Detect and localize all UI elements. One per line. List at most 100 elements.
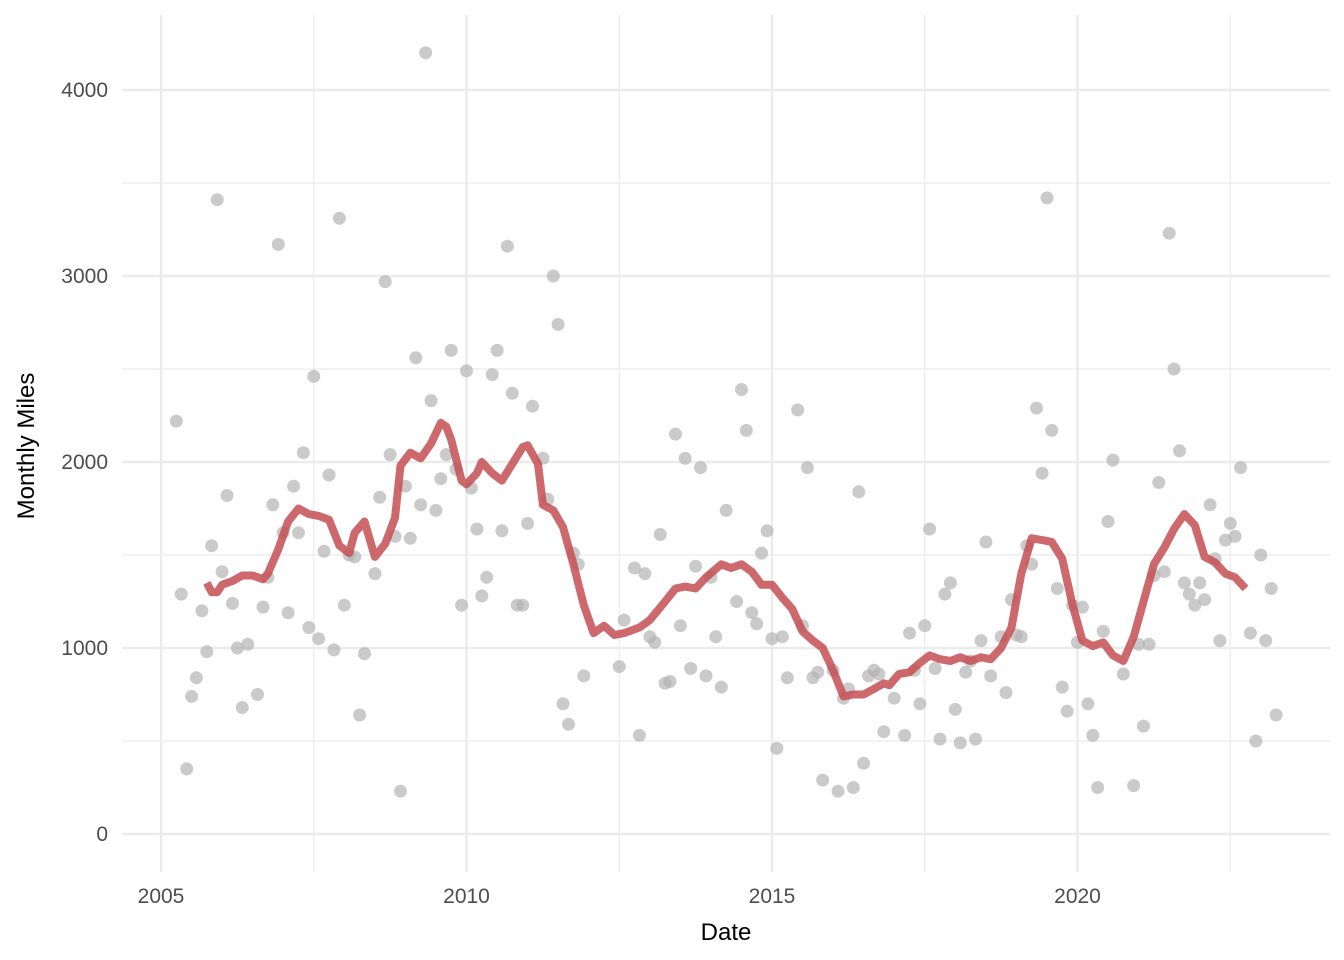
data-point: [287, 479, 301, 493]
data-point: [185, 689, 199, 703]
data-point: [235, 701, 249, 714]
data-point: [307, 369, 321, 383]
data-point: [928, 662, 942, 675]
data-point: [816, 773, 830, 787]
data-point: [760, 524, 774, 538]
data-point: [750, 617, 764, 631]
data-point: [780, 671, 794, 685]
data-point: [898, 728, 912, 742]
data-point: [1101, 515, 1115, 528]
x-tick-label: 2010: [443, 885, 490, 908]
data-point: [699, 669, 713, 683]
data-point: [551, 317, 565, 331]
data-point: [1086, 728, 1100, 742]
data-point: [1228, 529, 1242, 543]
data-point: [1188, 598, 1202, 612]
data-point: [1045, 423, 1059, 437]
data-point: [189, 671, 203, 685]
data-point: [1259, 634, 1273, 648]
data-point: [337, 598, 351, 612]
data-point: [811, 665, 825, 679]
data-point: [1091, 781, 1105, 794]
trend-line: [203, 418, 1249, 701]
data-point: [302, 621, 316, 634]
data-point: [251, 688, 264, 701]
data-point: [475, 589, 489, 603]
data-point: [455, 598, 469, 612]
data-point: [1203, 498, 1217, 512]
data-point: [327, 643, 341, 657]
data-point: [1157, 565, 1171, 579]
data-point: [174, 587, 188, 601]
data-point: [612, 660, 626, 674]
y-tick-label: 4000: [61, 79, 108, 102]
data-point: [617, 613, 631, 627]
data-point: [969, 732, 982, 746]
data-point: [1060, 704, 1074, 718]
data-point: [1269, 708, 1283, 722]
data-point: [383, 448, 397, 462]
data-point: [424, 394, 438, 408]
data-point: [1167, 362, 1181, 376]
data-point: [1234, 461, 1248, 475]
data-point: [852, 485, 866, 499]
data-point: [1081, 697, 1095, 711]
x-axis-title: Date: [701, 919, 752, 946]
data-point: [1223, 516, 1237, 530]
data-point: [739, 423, 753, 437]
data-point: [1254, 548, 1268, 562]
data-point: [521, 516, 535, 530]
data-point: [933, 732, 947, 746]
data-point: [394, 784, 407, 798]
data-point: [938, 587, 952, 601]
data-point: [439, 448, 453, 462]
data-point: [1137, 719, 1150, 733]
data-point: [444, 343, 458, 357]
data-point: [1035, 466, 1049, 480]
data-point: [292, 526, 305, 540]
data-point: [800, 461, 814, 475]
data-point: [903, 626, 916, 640]
data-point: [1055, 680, 1069, 694]
data-point: [312, 632, 326, 646]
data-point: [210, 193, 224, 207]
data-point: [1116, 667, 1130, 681]
scatter-points: [169, 46, 1283, 798]
data-point: [1173, 444, 1186, 458]
y-axis-title: Monthly Miles: [13, 373, 40, 520]
data-point: [180, 762, 194, 776]
x-tick-label: 2015: [749, 885, 796, 908]
data-point: [918, 619, 932, 633]
data-point: [353, 708, 367, 722]
data-point: [434, 472, 448, 486]
data-point: [1213, 634, 1227, 648]
data-point: [358, 647, 371, 661]
data-point: [1014, 630, 1028, 644]
data-point: [673, 619, 687, 633]
data-point: [999, 686, 1013, 700]
data-point: [1264, 582, 1278, 595]
data-point: [1243, 626, 1257, 640]
data-point: [648, 635, 662, 649]
data-point: [689, 559, 703, 573]
x-tick-label: 2005: [138, 885, 185, 908]
data-point: [480, 570, 494, 584]
data-point: [205, 539, 219, 553]
data-point: [684, 662, 698, 675]
data-point: [857, 756, 871, 770]
data-point: [562, 717, 575, 731]
data-point: [220, 489, 234, 502]
data-point: [226, 596, 239, 610]
data-point: [1075, 600, 1089, 614]
data-point: [409, 351, 423, 365]
data-point: [577, 669, 591, 683]
data-point: [775, 630, 789, 644]
data-point: [266, 498, 280, 512]
data-point: [460, 364, 473, 378]
data-point: [1127, 779, 1141, 793]
data-point: [281, 606, 295, 620]
data-point: [332, 211, 346, 225]
data-point: [1249, 734, 1263, 748]
data-point: [368, 567, 382, 581]
data-point: [195, 604, 209, 618]
